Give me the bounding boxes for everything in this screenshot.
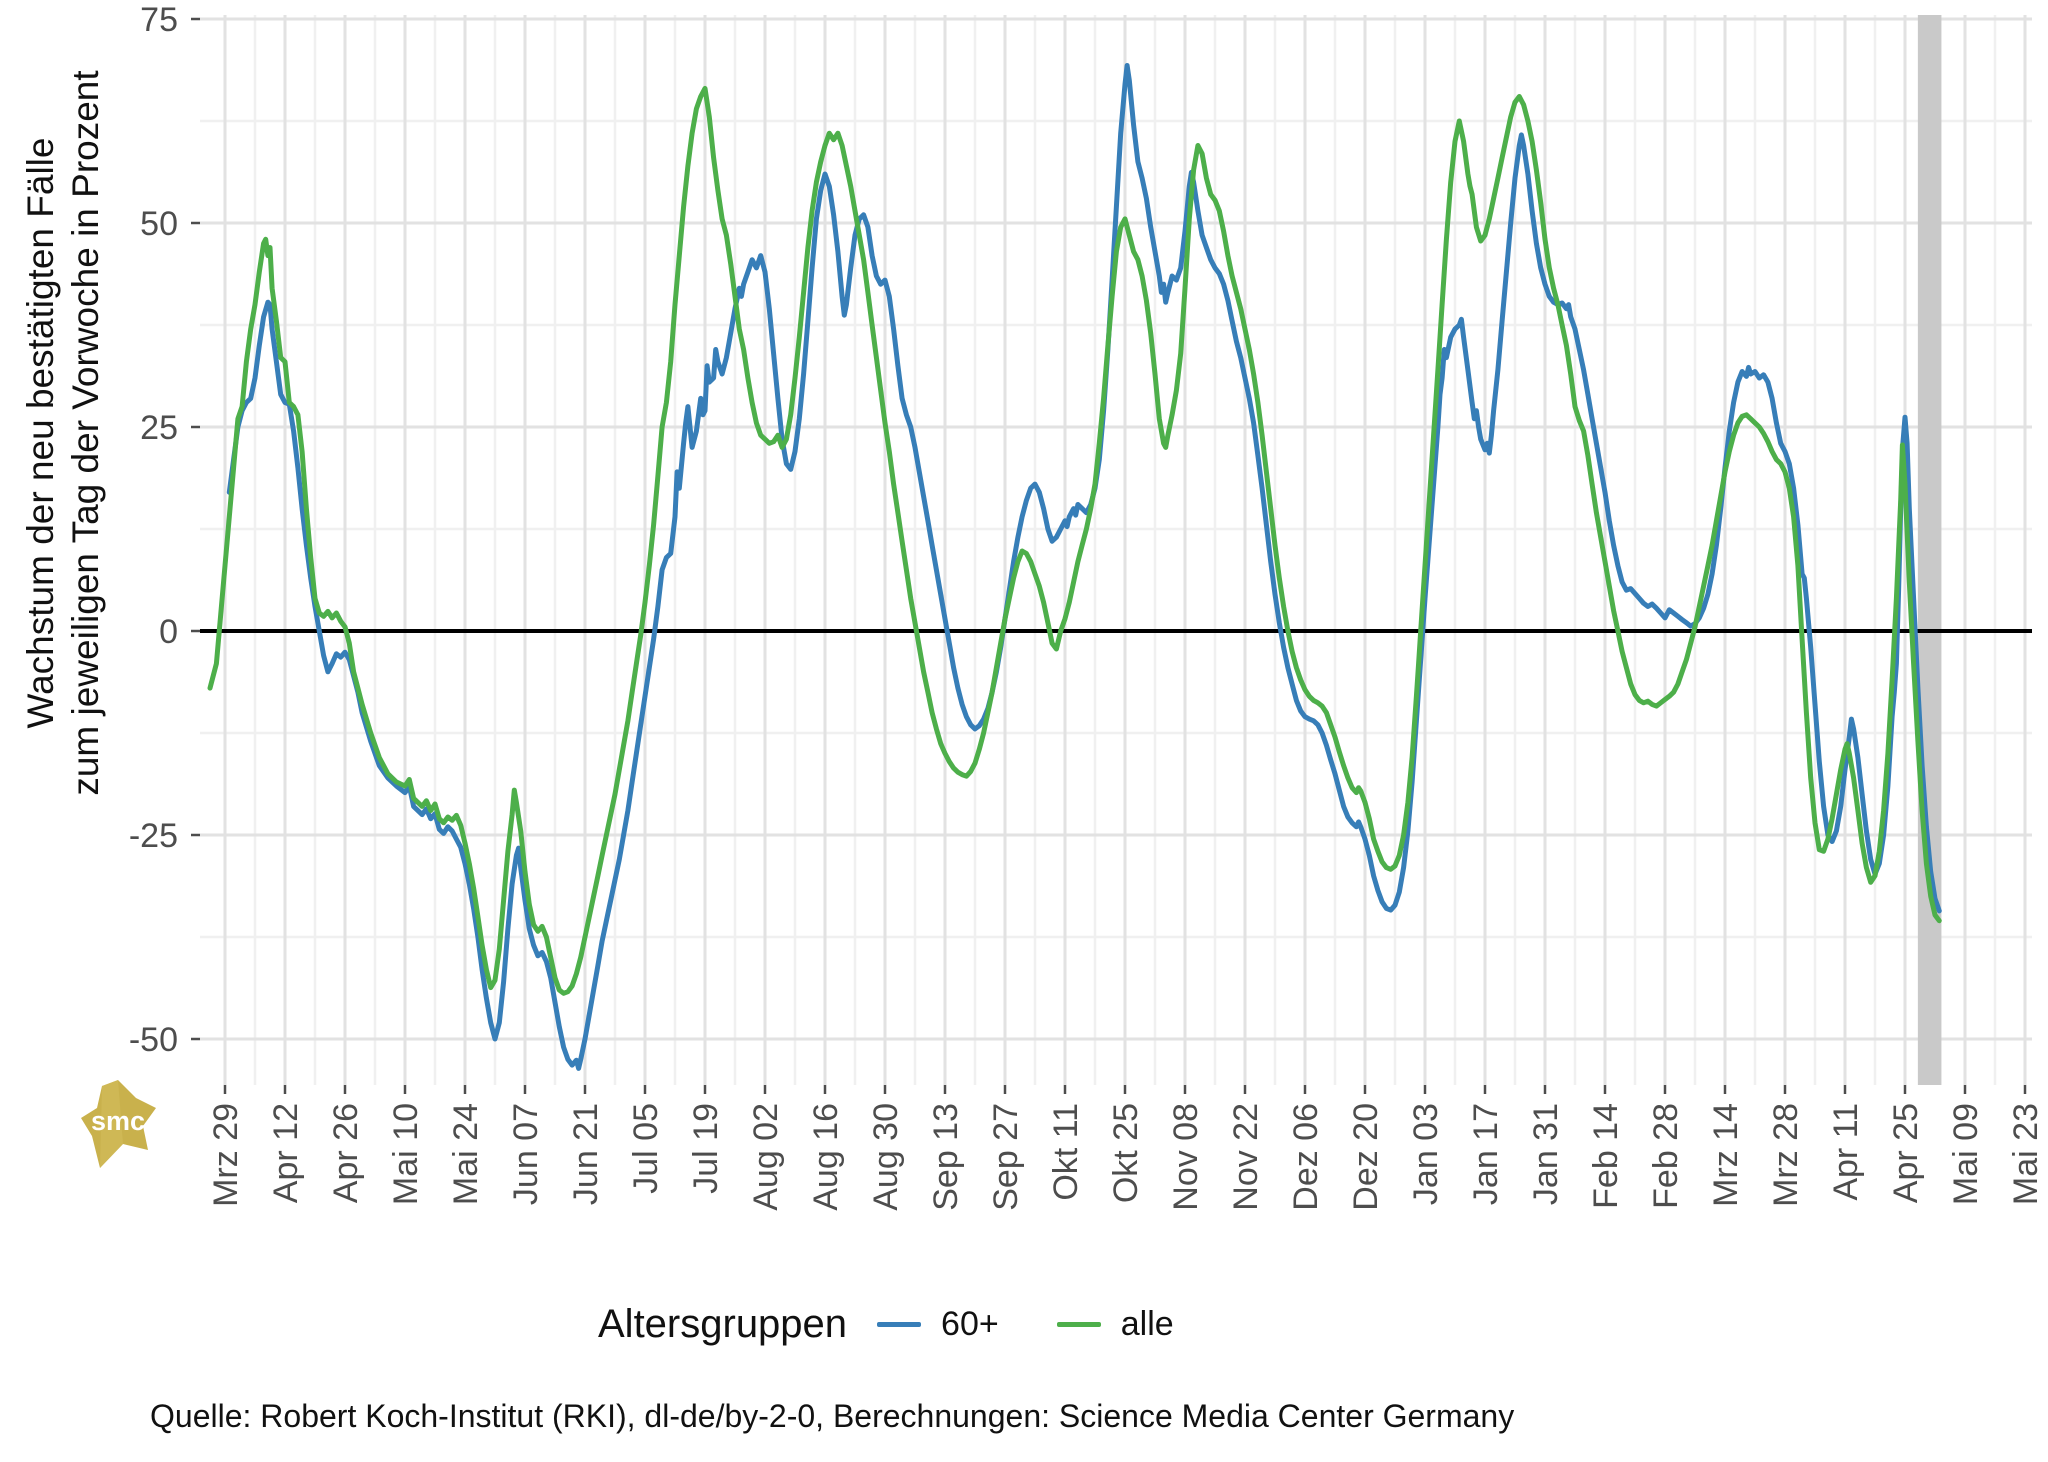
y-tick-label: -25 <box>129 817 178 855</box>
x-tick-label: Sep 27 <box>987 1103 1025 1211</box>
x-tick-label: Jan 03 <box>1407 1103 1445 1205</box>
x-tick-label: Mrz 28 <box>1767 1103 1805 1207</box>
y-tick-label: 0 <box>159 613 178 651</box>
x-tick-label: Dez 20 <box>1347 1103 1385 1211</box>
x-tick-label: Aug 16 <box>807 1103 845 1211</box>
y-tick-label: -50 <box>129 1021 178 1059</box>
x-tick-label: Jul 05 <box>627 1103 665 1194</box>
y-axis-title-line1: Wachstum der neu bestätigten Fälle <box>20 137 61 729</box>
x-tick-label: Feb 14 <box>1587 1103 1625 1209</box>
legend-key-line-alle-icon <box>1056 1321 1101 1327</box>
x-tick-label: Mrz 14 <box>1707 1103 1745 1207</box>
x-tick-label: Jan 17 <box>1467 1103 1505 1205</box>
x-tick-label: Jun 21 <box>567 1103 605 1205</box>
x-tick-label: Nov 22 <box>1227 1103 1265 1211</box>
legend: Altersgruppen 60+ alle <box>598 1296 1232 1352</box>
x-tick-label: Apr 12 <box>267 1103 305 1203</box>
smc-logo-facet <box>100 1080 123 1168</box>
x-tick-label: Jun 07 <box>507 1103 545 1205</box>
smc-logo: smc <box>81 1080 156 1168</box>
y-axis-title: Wachstum der neu bestätigten Fälle zum j… <box>18 0 108 983</box>
x-tick-label: Dez 06 <box>1287 1103 1325 1211</box>
legend-item-60plus: 60+ <box>877 1305 999 1344</box>
x-tick-label: Nov 08 <box>1167 1103 1205 1211</box>
x-tick-label: Sep 13 <box>927 1103 965 1211</box>
legend-label-alle: alle <box>1120 1304 1174 1343</box>
series-line-60plus <box>226 63 1942 1071</box>
x-tick-label: Apr 25 <box>1887 1103 1925 1203</box>
x-tick-label: Mai 10 <box>387 1103 425 1205</box>
x-tick-label: Aug 30 <box>867 1103 905 1211</box>
x-tick-label: Jul 19 <box>687 1103 725 1194</box>
legend-key-line-60plus-icon <box>877 1321 922 1327</box>
x-tick-label: Mai 24 <box>447 1103 485 1205</box>
legend-label-60plus: 60+ <box>941 1304 999 1343</box>
y-axis-title-line2: zum jeweiligen Tag der Vorwoche in Proze… <box>65 70 106 796</box>
highlight-band <box>1917 15 1942 1085</box>
series-line-alle <box>207 85 1942 996</box>
smc-logo-text: smc <box>91 1106 145 1136</box>
x-tick-label: Okt 11 <box>1047 1103 1085 1201</box>
x-tick-label: Jan 31 <box>1527 1103 1565 1205</box>
x-tick-label: Mrz 29 <box>207 1103 245 1207</box>
x-tick-label: Aug 02 <box>747 1103 785 1211</box>
x-tick-label: Feb 28 <box>1647 1103 1685 1209</box>
x-tick-label: Apr 11 <box>1827 1103 1865 1201</box>
x-tick-label: Okt 25 <box>1107 1103 1145 1203</box>
x-tick-label: Apr 26 <box>327 1103 365 1203</box>
y-tick-label: 75 <box>140 1 178 39</box>
x-tick-label: Mai 09 <box>1947 1103 1985 1205</box>
legend-title: Altersgruppen <box>598 1301 848 1346</box>
x-tick-label: Mai 23 <box>2007 1103 2045 1205</box>
source-attribution: Quelle: Robert Koch-Institut (RKI), dl-d… <box>150 1398 1515 1434</box>
y-tick-label: 25 <box>140 409 178 447</box>
y-tick-label: 50 <box>140 205 178 243</box>
legend-item-alle: alle <box>1056 1304 1174 1344</box>
